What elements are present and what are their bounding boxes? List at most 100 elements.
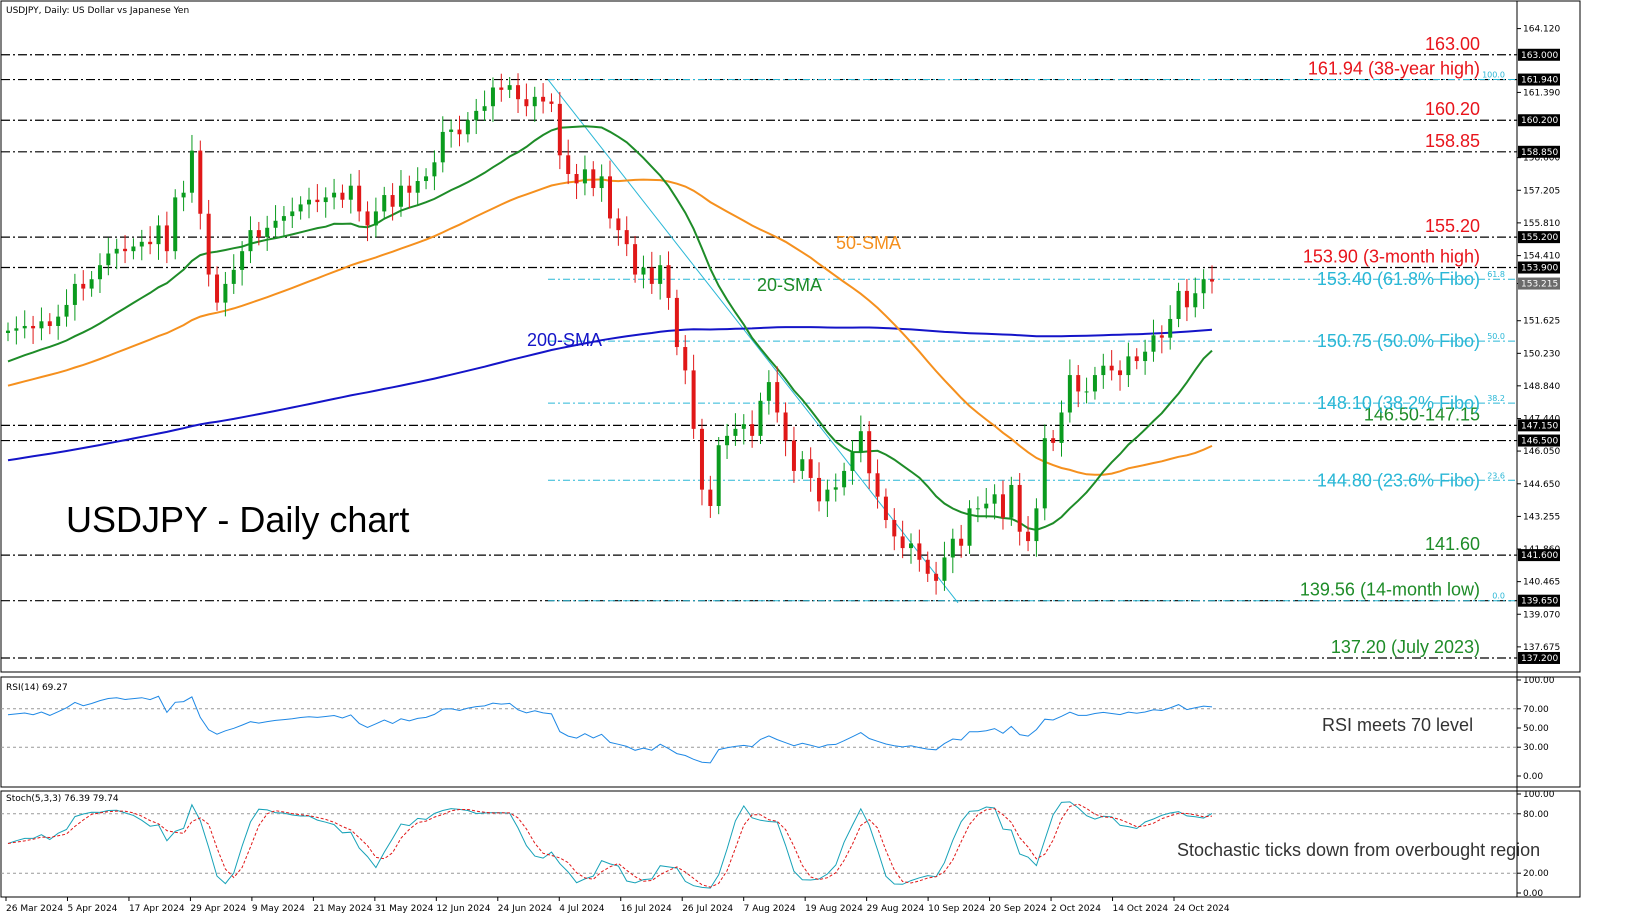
rsi-annotation: RSI meets 70 level <box>1322 715 1473 735</box>
rsi-pane-frame <box>0 676 1581 788</box>
candle-body <box>892 520 897 537</box>
candle-body <box>566 155 571 175</box>
candle-body <box>22 325 27 329</box>
candle-body <box>373 211 378 226</box>
candle-body <box>1009 484 1014 518</box>
y-tick-label: 151.625 <box>1523 317 1560 327</box>
candle-body <box>6 330 10 333</box>
x-tick-label: 4 Jul 2024 <box>559 904 604 914</box>
fibo-tag: 0.0 <box>1492 592 1505 601</box>
candle-body <box>984 503 989 509</box>
fibo-tag: 50.0 <box>1487 332 1505 341</box>
candle-body <box>992 494 997 504</box>
candle-body <box>942 557 947 581</box>
x-tick-label: 9 May 2024 <box>252 904 305 914</box>
candle-body <box>959 538 964 546</box>
candle-body <box>557 103 562 156</box>
candle-body <box>733 428 738 436</box>
candle-body <box>658 265 663 284</box>
candle-body <box>975 508 980 510</box>
candle-body <box>1051 438 1056 443</box>
y-tick-label: 150.230 <box>1523 349 1560 359</box>
candle-body <box>189 150 194 193</box>
fibo-label: 153.40 (61.8% Fibo) <box>1317 269 1480 289</box>
x-tick-label: 2 Oct 2024 <box>1051 904 1101 914</box>
x-tick-label: 26 Mar 2024 <box>6 904 63 914</box>
x-tick-label: 29 Apr 2024 <box>190 904 246 914</box>
candle-body <box>608 176 612 219</box>
rsi-tick-label: 50.00 <box>1523 724 1549 734</box>
candle-body <box>775 382 780 413</box>
price-label: 153.900 <box>1521 264 1558 274</box>
candle-body <box>365 211 370 226</box>
x-tick-label: 19 Aug 2024 <box>805 904 863 914</box>
candle-body <box>1193 293 1198 308</box>
price-label: 158.850 <box>1521 148 1558 158</box>
candle-body <box>766 382 771 401</box>
candle-body <box>582 169 587 184</box>
candle-body <box>181 192 186 198</box>
stoch-annotation: Stochastic ticks down from overbought re… <box>1177 840 1540 860</box>
price-label: 163.000 <box>1521 51 1558 61</box>
candle-body <box>64 304 69 317</box>
candle-body <box>398 185 403 207</box>
y-tick-label: 139.070 <box>1523 610 1560 620</box>
candle-body <box>1034 508 1039 542</box>
candle-body <box>833 487 838 490</box>
rsi-tick-label: 100.00 <box>1523 676 1555 686</box>
candle-body <box>875 473 880 497</box>
price-label: 161.940 <box>1521 76 1558 86</box>
fibo-trendline <box>547 79 959 604</box>
candle-body <box>248 230 253 252</box>
x-tick-label: 7 Aug 2024 <box>744 904 796 914</box>
candle-body <box>273 220 278 228</box>
price-label-box <box>1518 261 1560 274</box>
stoch-tick-label: 20.00 <box>1523 869 1549 879</box>
x-tick-label: 29 Aug 2024 <box>867 904 925 914</box>
rsi-line <box>7 695 1213 764</box>
candle-body <box>850 452 855 471</box>
candle-body <box>457 129 462 135</box>
rsi-label: RSI(14) 69.27 <box>6 683 68 693</box>
candle-body <box>1168 318 1173 338</box>
candle-body <box>1210 279 1214 282</box>
candle-body <box>298 204 303 212</box>
candle-body <box>691 370 696 429</box>
candle-body <box>81 283 86 289</box>
candle-body <box>1109 365 1114 371</box>
y-tick-label: 164.120 <box>1523 25 1560 35</box>
candle-body <box>14 328 19 331</box>
level-label: 141.60 <box>1425 534 1480 554</box>
200-sma-line <box>7 326 1213 462</box>
x-tick-label: 16 Jul 2024 <box>621 904 672 914</box>
candle-body <box>1000 494 1005 518</box>
y-tick-label: 155.810 <box>1523 219 1560 229</box>
candle-body <box>348 185 353 200</box>
candle-body <box>332 192 337 198</box>
candle-body <box>131 246 136 252</box>
main-pane-frame <box>0 0 1581 673</box>
price-label-box <box>1518 651 1560 664</box>
candle-body <box>1042 438 1047 509</box>
candle-body <box>666 265 671 298</box>
candle-body <box>47 321 52 326</box>
candle-body <box>315 199 320 203</box>
fibo-label: 150.75 (50.0% Fibo) <box>1317 331 1480 351</box>
level-label: 160.20 <box>1425 99 1480 119</box>
candle-body <box>1201 279 1206 294</box>
candle-body <box>56 316 61 326</box>
price-label-box <box>1518 145 1560 158</box>
candle-body <box>516 85 521 100</box>
candle-body <box>967 508 972 546</box>
candle-body <box>290 211 295 217</box>
price-label-box <box>1518 419 1560 432</box>
candle-body <box>1017 484 1022 532</box>
rsi-tick-label: 30.00 <box>1523 743 1549 753</box>
candle-body <box>909 543 913 549</box>
candle-body <box>123 248 128 252</box>
candle-body <box>198 150 203 214</box>
level-label: 153.90 (3-month high) <box>1303 247 1480 267</box>
candle-body <box>382 195 387 212</box>
candle-body <box>106 253 111 266</box>
candle-body <box>173 197 178 252</box>
